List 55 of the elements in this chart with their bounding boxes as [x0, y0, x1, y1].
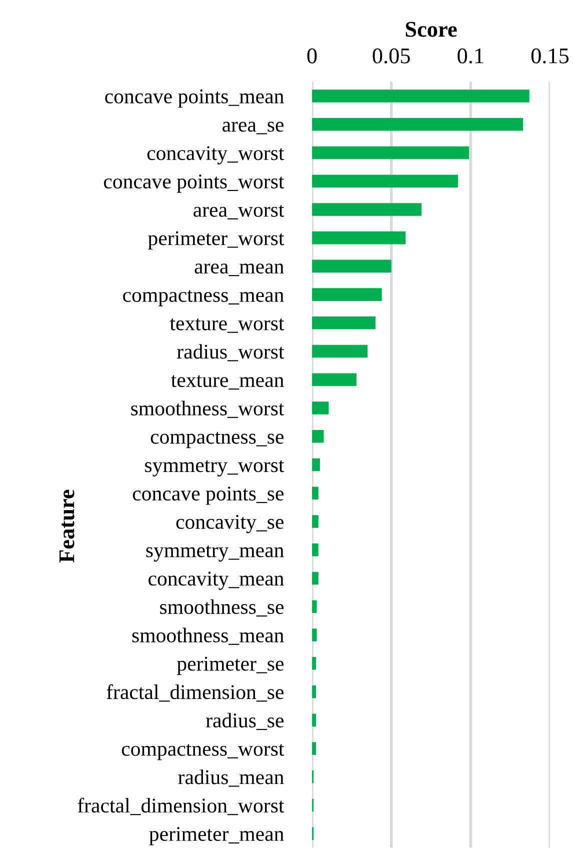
y-tick-label: fractal_dimension_worst [78, 798, 284, 816]
y-tick-label: concave points_worst [104, 174, 284, 193]
x-tick-label: 0.1 [458, 48, 484, 64]
y-tick-label: area_se [222, 122, 284, 134]
bar [312, 344, 368, 358]
bar [312, 430, 324, 443]
bar [312, 572, 318, 585]
y-tick-label: symmetry_worst [145, 460, 284, 476]
bar [312, 600, 317, 613]
y-tick-label: smoothness_se [160, 599, 284, 617]
y-tick-label: radius_mean [178, 770, 284, 787]
y-tick-label: compactness_se [150, 432, 284, 448]
bar [312, 515, 318, 528]
bar [312, 543, 318, 556]
bar [312, 203, 422, 216]
y-tick-label: concavity_mean [148, 572, 284, 590]
x-tick-label: 0.05 [372, 48, 410, 64]
y-tick-label: compactness_mean [123, 290, 284, 306]
bar [312, 231, 406, 244]
bar [312, 90, 530, 102]
bar [312, 260, 392, 273]
y-tick-label: compactness_worst [122, 744, 284, 760]
y-tick-label: smoothness_worst [131, 400, 284, 418]
y-tick-label: concave points_se [132, 486, 284, 505]
bar [312, 714, 316, 726]
bar [312, 288, 382, 301]
bar [312, 742, 316, 755]
bar [312, 118, 524, 131]
bar [312, 458, 320, 472]
bar [312, 174, 458, 188]
y-tick-label: perimeter_mean [149, 826, 284, 846]
y-tick-label: texture_mean [171, 375, 284, 390]
y-tick-label: radius_worst [177, 344, 284, 362]
y-tick-label: smoothness_mean [132, 628, 284, 645]
y-tick-label: perimeter_worst [148, 231, 284, 250]
y-tick-label: radius_se [206, 712, 284, 730]
bar [312, 146, 470, 160]
bar [312, 628, 317, 642]
y-axis-title: Feature [60, 490, 74, 562]
y-tick-label: concavity_se [176, 514, 284, 534]
y-tick-label: concave points_mean [105, 89, 284, 108]
y-tick-label: texture_worst [170, 318, 284, 333]
x-tick-label: 0 [307, 48, 317, 64]
y-tick-label: area_worst [194, 204, 284, 220]
x-tick-label: 0.15 [531, 48, 569, 64]
y-tick-label: symmetry_mean [146, 545, 284, 562]
y-tick-label: area_mean [194, 264, 284, 276]
x-axis-title: Score [406, 22, 457, 37]
bar [312, 316, 376, 330]
bar [312, 486, 318, 500]
bar [312, 402, 329, 414]
bar [312, 373, 356, 386]
y-tick-label: concavity_worst [147, 146, 284, 164]
y-tick-label: fractal_dimension_se [106, 684, 284, 702]
y-tick-label: perimeter_se [176, 656, 284, 676]
